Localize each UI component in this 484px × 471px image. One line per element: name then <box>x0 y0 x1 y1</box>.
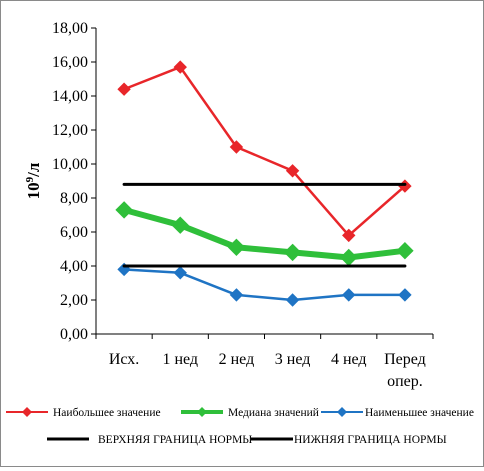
data-point <box>227 238 246 257</box>
legend-item: Медиана значений <box>181 407 319 419</box>
legend-swatch-marker <box>22 407 32 417</box>
legend-label: Медиана значений <box>228 407 319 419</box>
y-tick-label: 18,00 <box>52 20 88 37</box>
y-axis-label-base: 10 <box>24 182 43 199</box>
axes <box>91 27 434 339</box>
legend-swatch-marker <box>197 407 207 417</box>
legend-item: НИЖНЯЯ ГРАНИЦА НОРМЫ <box>251 434 447 446</box>
data-point <box>173 60 187 74</box>
data-point <box>229 288 244 302</box>
y-tick-label: 6,00 <box>60 224 88 241</box>
data-point <box>340 248 358 267</box>
y-axis-label: 109/л <box>24 162 43 199</box>
data-point <box>171 216 189 234</box>
x-tick-label: 4 нед <box>331 351 367 368</box>
data-point <box>229 140 244 154</box>
y-tick-label: 8,00 <box>60 190 88 207</box>
data-point <box>285 164 300 178</box>
y-tick-label: 2,00 <box>60 292 88 309</box>
series-3 <box>117 262 412 307</box>
x-tick-label: 3 нед <box>275 351 311 368</box>
x-tick-label-line2: опер. <box>387 373 423 390</box>
data-point <box>283 243 302 262</box>
series-lines <box>115 60 414 307</box>
legend-label: Наибольшее значение <box>53 407 161 419</box>
x-tick-label: 2 нед <box>219 351 255 368</box>
y-axis-label-unit: /л <box>24 162 43 178</box>
y-tick-labels: 0,00 2,00 4,00 6,00 8,00 10,00 12,00 14,00 16,00… <box>52 20 88 343</box>
data-point <box>342 228 356 243</box>
y-tick-label: 4,00 <box>60 258 88 275</box>
y-tick-label: 10,00 <box>52 156 88 173</box>
data-point <box>173 266 187 280</box>
y-tick-label: 14,00 <box>52 88 88 105</box>
series-1 <box>117 60 412 243</box>
data-point <box>117 82 131 96</box>
series-line <box>121 206 408 261</box>
legend-item: Наибольшее значение <box>6 407 161 419</box>
x-tick-label: 1 нед <box>162 351 198 368</box>
legend-label: НИЖНЯЯ ГРАНИЦА НОРМЫ <box>294 434 447 446</box>
legend-label: ВЕРХНЯЯ ГРАНИЦА НОРМЫ <box>98 434 252 446</box>
legend-item: ВЕРХНЯЯ ГРАНИЦА НОРМЫ <box>47 434 252 446</box>
x-tick-labels: Исх. 1 нед 2 нед 3 нед 4 нед Перед опер. <box>109 351 426 390</box>
data-point <box>342 288 356 302</box>
y-tick-label: 16,00 <box>52 54 88 71</box>
x-tick-label: Исх. <box>109 351 139 368</box>
series-line <box>122 268 407 302</box>
data-point <box>398 288 412 302</box>
y-tick-label: 0,00 <box>60 326 88 343</box>
y-tick-label: 12,00 <box>52 122 88 139</box>
legend-swatch-marker <box>337 407 347 417</box>
data-point <box>396 241 414 260</box>
legend: Наибольшее значение Медиана значений Наиме… <box>6 407 474 446</box>
series-2 <box>115 201 414 267</box>
x-tick-label: Перед <box>384 351 426 368</box>
series-line <box>122 65 407 237</box>
data-point <box>285 293 300 307</box>
legend-item: Наименьшее значение <box>321 407 474 419</box>
y-axis-label-exponent: 9 <box>24 176 36 182</box>
legend-label: Наименьшее значение <box>365 407 474 419</box>
data-point <box>115 201 133 219</box>
